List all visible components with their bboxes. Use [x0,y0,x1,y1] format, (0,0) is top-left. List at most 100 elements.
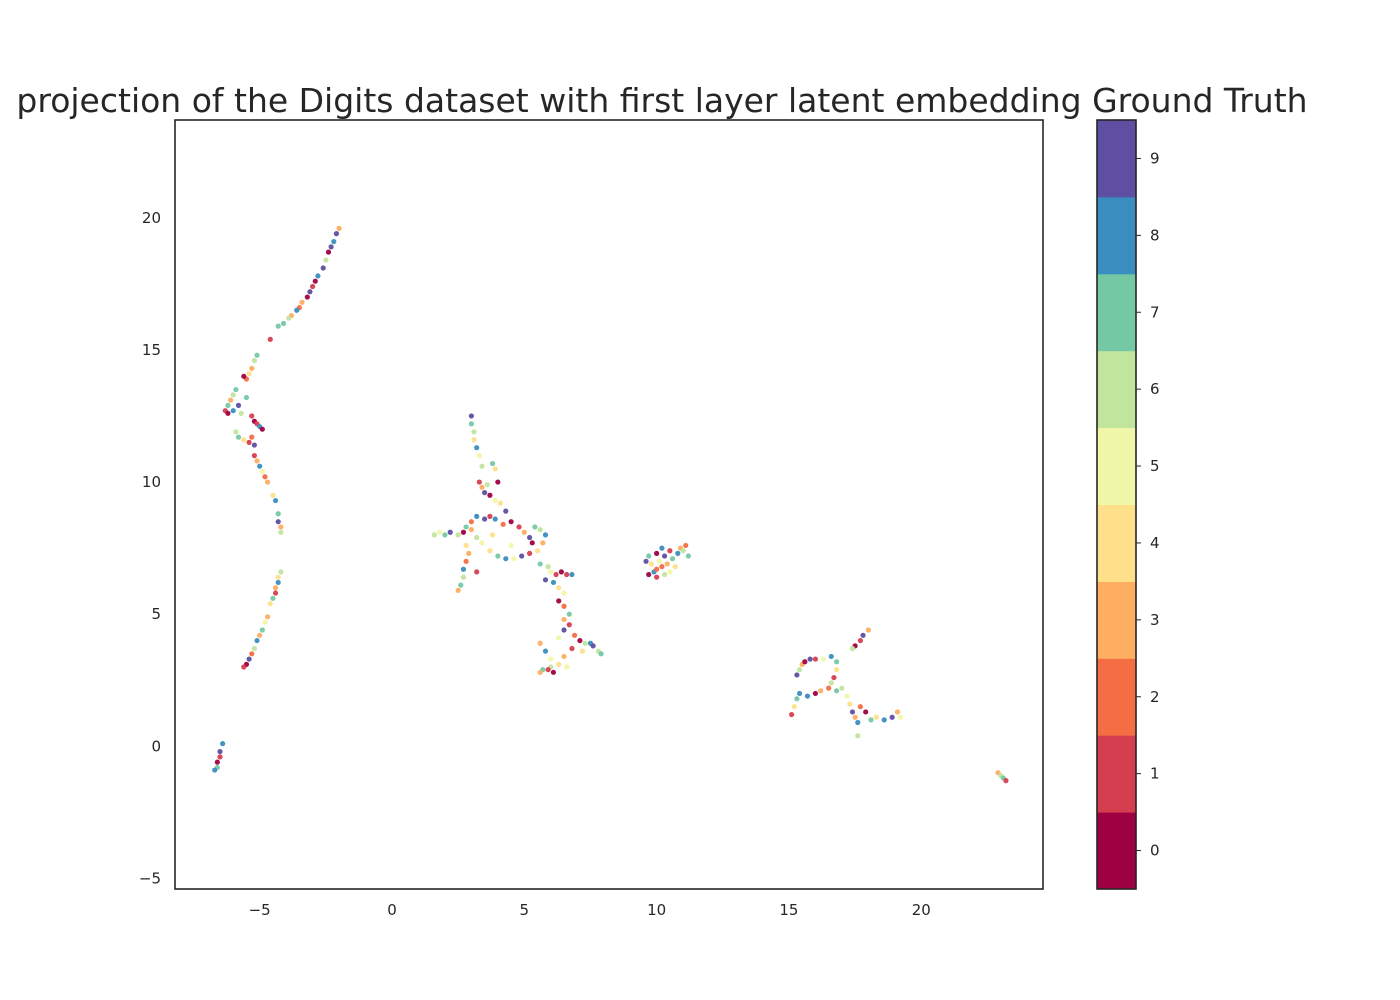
data-point-93 [482,490,488,496]
data-point-192 [667,569,673,575]
data-point-182 [648,561,654,567]
data-point-178 [548,656,554,662]
colorbar-segment-3 [1097,581,1136,659]
data-point-156 [561,616,567,623]
data-point-200 [685,553,691,559]
data-point-148 [569,571,575,578]
data-point-6 [320,265,326,271]
data-point-140 [489,532,496,538]
data-point-240 [857,637,864,644]
data-point-76 [220,741,226,747]
data-point-107 [437,529,443,535]
data-point-42 [235,434,242,440]
data-point-208 [796,667,803,673]
data-point-95 [492,497,498,504]
data-point-126 [532,524,538,530]
data-point-188 [659,545,665,551]
data-point-226 [847,701,853,707]
data-point-161 [577,637,583,644]
data-point-133 [511,556,517,562]
data-point-10 [307,289,313,295]
data-point-235 [881,717,887,723]
data-point-21 [251,357,257,364]
data-point-187 [659,564,665,570]
data-point-214 [828,653,834,660]
data-point-35 [243,394,250,401]
data-point-195 [672,564,678,570]
data-point-210 [802,659,808,665]
data-point-72 [249,651,255,657]
data-point-128 [542,532,549,538]
colorbar-label-8: 8 [1150,226,1160,244]
data-point-7 [315,273,321,279]
data-point-137 [479,540,485,546]
colorbar-label-4: 4 [1150,534,1160,552]
data-point-196 [675,550,681,556]
data-point-184 [654,574,660,580]
data-point-125 [529,540,535,546]
colorbar-label-7: 7 [1150,303,1160,321]
data-point-220 [818,688,824,694]
data-point-45 [249,434,255,440]
data-point-218 [828,680,834,686]
data-point-119 [492,516,498,522]
data-point-81 [212,767,218,773]
colorbar-label-1: 1 [1150,765,1160,783]
x-tick-label-3: 10 [647,901,666,919]
data-point-146 [558,569,564,575]
data-point-181 [646,553,652,559]
data-point-135 [495,553,501,559]
data-point-54 [272,497,279,504]
data-point-100 [474,513,480,519]
colorbar-label-3: 3 [1150,611,1160,629]
data-point-84 [471,429,477,435]
data-point-106 [442,532,448,538]
data-point-34 [238,410,244,416]
data-point-198 [680,548,686,554]
data-point-203 [789,711,795,718]
colorbar-segment-6 [1097,350,1136,429]
data-point-99 [484,482,490,488]
data-point-20 [254,352,260,358]
data-point-127 [537,527,543,533]
data-point-247 [1003,778,1009,784]
data-point-96 [497,500,504,506]
data-point-47 [251,453,257,459]
y-tick-label-4: 15 [142,341,161,359]
data-point-232 [863,709,869,715]
data-point-167 [579,648,586,654]
data-point-162 [582,640,588,646]
data-point-189 [661,571,668,578]
data-point-110 [466,550,472,556]
data-point-194 [669,556,676,562]
data-point-159 [556,635,562,641]
data-point-207 [794,672,800,678]
data-point-18 [275,323,281,329]
data-point-191 [664,561,670,567]
data-point-149 [542,577,549,583]
colorbar-segment-7 [1097,273,1136,352]
data-point-49 [257,463,263,469]
data-point-231 [857,704,864,710]
data-point-8 [312,278,318,284]
data-point-113 [460,574,467,580]
data-point-102 [463,524,469,530]
points-layer [212,225,1009,784]
data-point-170 [556,661,562,667]
data-point-56 [275,519,281,525]
y-axis-ticks: −5 0 5 10 15 20 [139,209,161,888]
data-point-118 [487,513,493,519]
data-point-98 [495,479,501,485]
data-point-1 [333,231,340,237]
x-axis-ticks: −5 0 5 10 15 20 [249,901,931,919]
data-point-123 [521,529,527,535]
data-point-60 [275,574,281,580]
data-point-2 [331,238,337,245]
data-point-82 [468,413,474,419]
data-point-236 [889,714,895,720]
data-point-70 [254,637,260,644]
data-point-90 [492,466,498,472]
x-tick-label-2: 5 [520,901,530,919]
